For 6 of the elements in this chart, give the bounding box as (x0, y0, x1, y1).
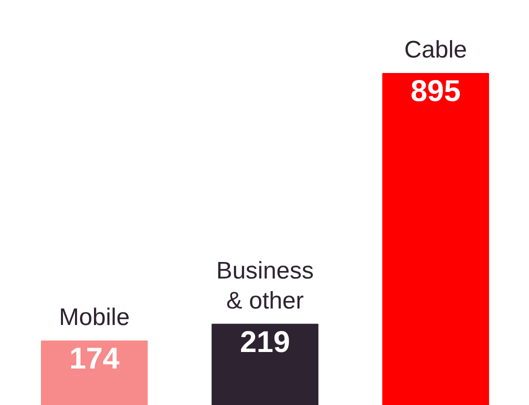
data-label: 219 (240, 326, 290, 359)
x-tick-label: Business & other (216, 258, 314, 314)
x-tick-label: Cable (404, 36, 468, 64)
data-label: 174 (69, 342, 120, 376)
data-label: 895 (410, 75, 461, 108)
x-tick-label: Mobile (59, 304, 130, 331)
